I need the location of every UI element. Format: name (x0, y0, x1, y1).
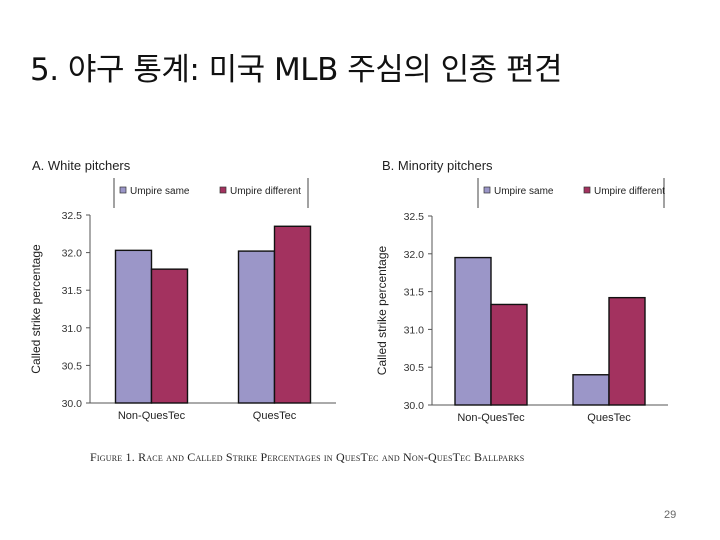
y-tick-label: 32.0 (62, 248, 83, 260)
bar-umpire-same-questec (572, 374, 610, 406)
y-tick-label: 31.0 (62, 323, 83, 335)
legend-swatch-umpire-same (119, 186, 127, 194)
y-tick-label: 31.5 (62, 285, 83, 297)
legend-label: Umpire same (494, 186, 554, 197)
chart-title: A. White pitchers (32, 158, 131, 173)
y-tick-label: 32.0 (404, 249, 425, 261)
legend-swatch-umpire-different (583, 186, 591, 194)
y-tick-label: 32.5 (404, 211, 425, 223)
bar-umpire-same-non-questec (114, 249, 153, 404)
legend-swatch-umpire-different (219, 186, 227, 194)
chart-title: B. Minority pitchers (382, 158, 493, 173)
figure-caption: Figure 1. Race and Called Strike Percent… (90, 450, 525, 464)
page-number: 29 (664, 509, 677, 521)
y-axis-label: Called strike percentage (375, 245, 389, 375)
chart-minority-pitchers: B. Minority pitchers Umpire same Umpire di… (375, 150, 678, 440)
x-category-label: QuesTec (587, 412, 631, 424)
y-tick-label: 30.0 (404, 400, 425, 412)
bar-umpire-different-questec (273, 225, 312, 404)
chart-white-pitchers: A. White pitchers Umpire same Umpire diffe… (28, 150, 348, 440)
chart-b-svg: B. Minority pitchers Umpire same Umpire di… (375, 158, 668, 424)
y-tick-label: 31.5 (404, 287, 425, 299)
x-category-label: Non-QuesTec (118, 410, 186, 422)
legend-label: Umpire same (130, 186, 190, 197)
bar-umpire-same-non-questec (454, 256, 492, 406)
y-tick-label: 30.5 (404, 362, 425, 374)
bar-umpire-same-questec (237, 250, 276, 404)
y-tick-label: 30.5 (62, 360, 83, 372)
bar-umpire-different-non-questec (490, 303, 528, 406)
y-tick-label: 32.5 (62, 210, 83, 222)
legend-label: Umpire different (594, 186, 665, 197)
y-axis-label: Called strike percentage (29, 244, 43, 374)
bar-umpire-different-non-questec (150, 268, 189, 404)
y-tick-label: 31.0 (404, 324, 425, 336)
slide-title: 5. 야구 통계: 미국 MLB 주심의 인종 편견 (30, 52, 563, 88)
bar-umpire-different-questec (608, 296, 646, 406)
legend-swatch-umpire-same (483, 186, 491, 194)
chart-a-svg: A. White pitchers Umpire same Umpire diffe… (29, 158, 336, 422)
x-category-label: QuesTec (253, 410, 297, 422)
x-category-label: Non-QuesTec (457, 412, 525, 424)
legend-label: Umpire different (230, 186, 301, 197)
y-tick-label: 30.0 (62, 398, 83, 410)
